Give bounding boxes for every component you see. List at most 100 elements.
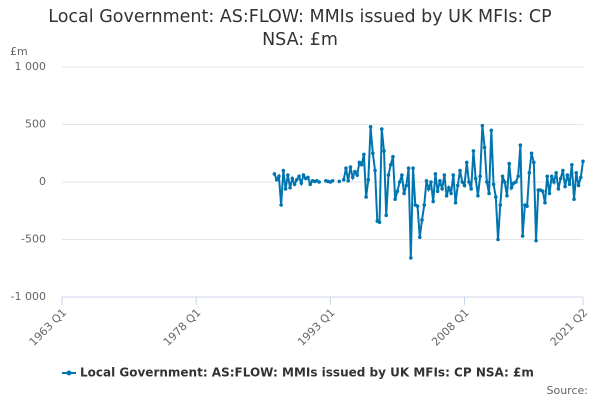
point: [581, 159, 585, 164]
y-tick-label: 500: [25, 118, 46, 131]
point: [308, 182, 313, 187]
point: [337, 179, 342, 184]
point: [561, 168, 565, 173]
point: [292, 182, 297, 187]
point: [576, 183, 581, 188]
x-tick-label: 2021 Q2: [548, 306, 591, 349]
point: [422, 203, 427, 207]
point: [480, 123, 485, 128]
point: [482, 145, 487, 150]
point: [563, 184, 567, 189]
point: [417, 235, 422, 239]
point: [578, 175, 583, 180]
point: [357, 160, 362, 165]
point: [455, 183, 460, 188]
point: [397, 180, 402, 184]
point: [288, 185, 292, 190]
point: [556, 187, 561, 191]
point: [350, 175, 355, 180]
point: [379, 127, 384, 131]
point: [279, 203, 283, 207]
point: [534, 238, 538, 243]
point: [496, 237, 500, 242]
point: [487, 191, 491, 196]
point: [344, 166, 348, 170]
point: [565, 173, 570, 177]
point: [442, 173, 447, 177]
point: [558, 176, 563, 181]
point: [317, 180, 321, 184]
point: [272, 172, 277, 176]
y-tick-label: -1 000: [11, 290, 46, 303]
y-tick-label: 1 000: [15, 60, 47, 73]
point: [574, 171, 579, 175]
point: [532, 160, 536, 165]
source: Source:: [547, 384, 589, 397]
point: [505, 194, 509, 198]
point: [301, 173, 306, 177]
point: [429, 180, 433, 184]
point: [341, 177, 346, 182]
point: [514, 180, 518, 184]
point: [545, 174, 550, 179]
point: [547, 191, 552, 196]
point: [277, 174, 281, 179]
point: [500, 174, 505, 179]
point: [348, 165, 353, 169]
point: [281, 168, 286, 173]
y-unit: £m: [10, 45, 28, 58]
point: [433, 172, 438, 176]
point: [552, 180, 556, 184]
point: [509, 185, 514, 190]
point: [424, 179, 429, 183]
point: [467, 180, 471, 184]
series-line: [273, 170, 320, 206]
point: [451, 173, 456, 177]
point: [406, 166, 411, 170]
point: [529, 151, 534, 156]
point: [449, 191, 453, 196]
point: [286, 173, 290, 177]
point: [402, 191, 406, 196]
point: [458, 168, 462, 173]
point: [543, 200, 547, 205]
point: [299, 181, 304, 185]
point: [444, 194, 449, 198]
point: [388, 162, 393, 167]
point: [274, 177, 279, 182]
point: [371, 151, 375, 156]
point: [355, 173, 359, 177]
point: [420, 218, 424, 222]
point: [478, 174, 482, 179]
point: [384, 213, 389, 218]
legend-marker: [66, 370, 72, 376]
point: [471, 149, 476, 153]
point: [391, 154, 395, 159]
point: [520, 234, 525, 238]
point: [435, 189, 440, 193]
point: [373, 168, 377, 173]
point: [411, 166, 415, 170]
point: [525, 204, 529, 208]
point: [489, 128, 494, 133]
point: [393, 197, 397, 202]
point: [409, 256, 413, 260]
y-tick-label: 0: [39, 175, 46, 188]
series-line: [342, 125, 584, 258]
point: [438, 179, 442, 183]
point: [447, 185, 451, 190]
point: [366, 177, 371, 182]
point: [518, 143, 523, 147]
point: [386, 173, 391, 177]
point: [540, 189, 545, 193]
point: [460, 180, 465, 184]
point: [491, 182, 496, 187]
point: [572, 197, 576, 202]
point: [426, 187, 431, 191]
point: [382, 149, 386, 153]
point: [431, 199, 435, 204]
point: [377, 220, 382, 225]
chart-title: Local Government: AS:FLOW: MMIs issued b…: [48, 7, 552, 50]
point: [359, 162, 364, 167]
